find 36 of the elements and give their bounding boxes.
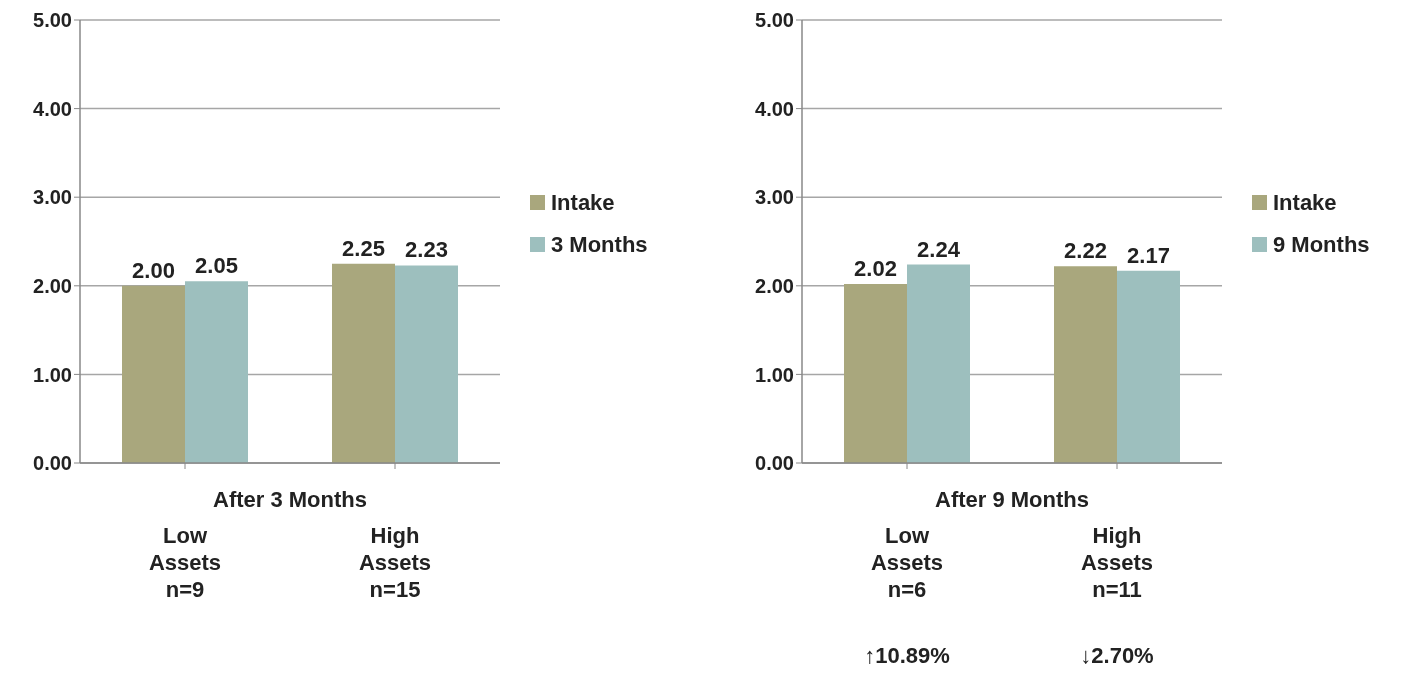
legend-label: 9 Months [1272,230,1370,259]
legend-label: 3 Months [550,230,648,259]
y-tick-label: 0.00 [33,452,72,475]
text: ↑10.89% [863,643,951,669]
data-label: 2.24 [917,236,961,262]
bar [122,285,185,463]
y-tick-label: 2.00 [33,274,72,297]
bar [332,263,395,463]
y-tick-label: 5.00 [755,9,794,32]
y-tick-label: 1.00 [755,363,794,386]
data-label: 2.23 [405,237,448,263]
y-tick-label: 4.00 [33,97,72,120]
data-label: 2.00 [132,257,175,283]
y-tick-label: 1.00 [33,363,72,386]
y-tick-label: 3.00 [755,186,794,209]
y-tick-label: 3.00 [33,186,72,209]
x-tick-label: High Assets n=15 [358,523,432,602]
data-label: 2.02 [854,256,897,282]
data-label: 2.17 [1127,242,1170,268]
x-tick-label: Low Assets n=9 [148,523,222,602]
y-tick-label: 0.00 [755,452,794,475]
y-tick-label: 5.00 [33,9,72,32]
x-axis-title: After 3 Months [212,487,368,513]
data-label: 2.05 [195,253,238,279]
bar [185,281,248,463]
y-tick-label: 4.00 [755,97,794,120]
data-label: 2.25 [342,235,385,261]
x-axis-title: After 9 Months [934,487,1090,513]
x-tick-label: Low Assets n=6 [870,523,944,602]
bar [395,265,458,463]
x-tick-label: High Assets n=11 [1080,523,1154,602]
legend-label: Intake [550,188,616,217]
y-tick-label: 2.00 [755,274,794,297]
legend-label: Intake [1272,188,1338,217]
data-label: 2.22 [1064,238,1107,264]
text: ↓2.70% [1079,643,1155,669]
